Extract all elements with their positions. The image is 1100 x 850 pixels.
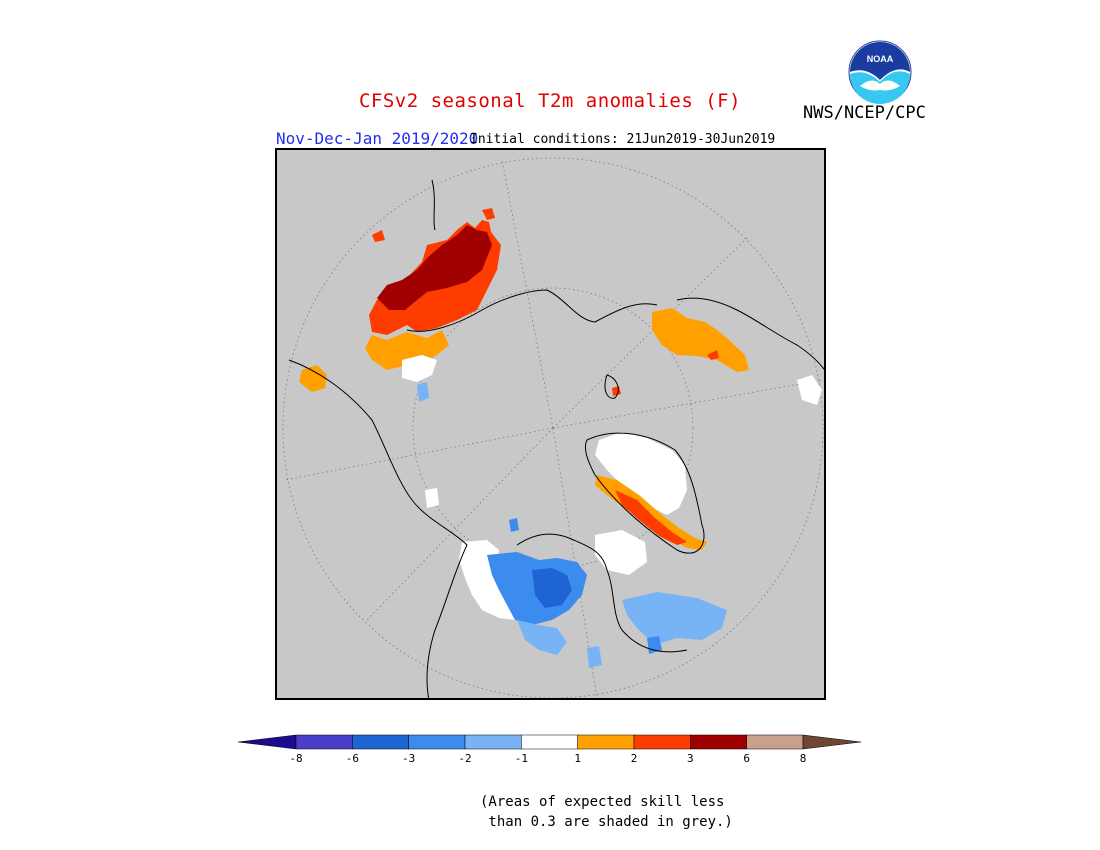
colorbar-tick-label: -2 <box>458 752 472 765</box>
polar-map <box>277 150 824 698</box>
colorbar-bin <box>521 734 578 750</box>
colorbar-tick-label: -3 <box>402 752 416 765</box>
season-label: Nov-Dec-Jan 2019/2020 <box>276 129 479 148</box>
europe-anomaly <box>612 308 822 405</box>
colorbar-bin <box>352 734 409 750</box>
colorbar-tick-label: -1 <box>514 752 528 765</box>
north-america-anomaly <box>459 518 727 668</box>
agency-label: NWS/NCEP/CPC <box>803 103 926 123</box>
skill-note: (Areas of expected skill less than 0.3 a… <box>480 794 733 830</box>
colorbar-bin <box>633 734 691 750</box>
colorbar-arrow-right <box>802 734 862 750</box>
graticule <box>282 157 824 698</box>
noaa-logo: NOAA <box>848 40 912 104</box>
colorbar-bin <box>295 734 353 750</box>
colorbar-tick-label: 3 <box>687 752 694 765</box>
colorbar-tick-label: 6 <box>743 752 750 765</box>
colorbar-bin <box>408 734 466 750</box>
initial-conditions-label: Initial conditions: 21Jun2019-30Jun2019 <box>470 132 776 147</box>
colorbar <box>238 734 862 750</box>
chart-title: CFSv2 seasonal T2m anomalies (F) <box>358 90 742 112</box>
colorbar-bins <box>295 734 804 750</box>
colorbar-bin <box>746 734 804 750</box>
colorbar-tick-label: -6 <box>345 752 359 765</box>
colorbar-arrow-left <box>238 734 297 750</box>
colorbar-tick-label: 8 <box>799 752 807 765</box>
siberia-anomaly <box>299 208 501 508</box>
colorbar-tick-label: 1 <box>574 752 581 765</box>
noaa-logo-text: NOAA <box>867 54 894 64</box>
coastlines <box>288 179 824 698</box>
greenland-anomaly <box>595 432 707 550</box>
colorbar-bin <box>690 734 747 750</box>
colorbar-tick-label: -8 <box>289 752 303 765</box>
colorbar-bin <box>577 734 635 750</box>
map-panel <box>275 148 826 700</box>
colorbar-tick-label: 2 <box>630 752 638 765</box>
colorbar-bin <box>464 734 522 750</box>
